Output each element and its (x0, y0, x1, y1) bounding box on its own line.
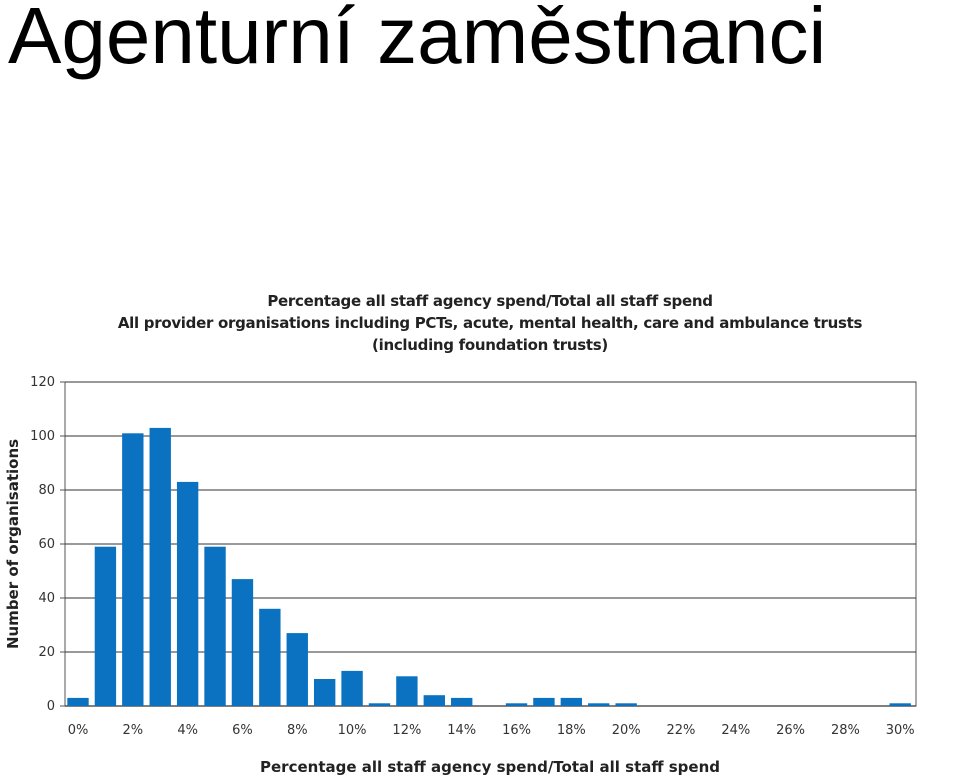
x-tick-label: 6% (232, 723, 253, 738)
bar (259, 608, 281, 706)
x-tick-label: 14% (447, 723, 476, 738)
x-tick-label: 8% (287, 723, 308, 738)
bar (231, 579, 254, 706)
slide-title: Agenturní zaměstnanci (8, 0, 827, 80)
bar (341, 670, 363, 706)
x-tick-label: 10% (338, 723, 367, 738)
bar (615, 703, 637, 706)
x-tick-label: 30% (886, 723, 915, 738)
bar (505, 703, 528, 706)
y-tick-label: 100 (30, 429, 55, 444)
x-tick-label: 24% (721, 723, 750, 738)
bar (889, 703, 911, 706)
x-tick-label: 2% (123, 723, 144, 738)
y-tick-label: 20 (38, 645, 55, 660)
y-tick-label: 60 (38, 537, 55, 552)
bar (313, 679, 336, 706)
chart-title-line-2: All provider organisations including PCT… (117, 314, 863, 332)
x-tick-label: 20% (612, 723, 641, 738)
x-tick-label: 26% (776, 723, 805, 738)
chart-title-line-3: (including foundation trusts) (372, 336, 608, 354)
x-tick-label: 18% (557, 723, 586, 738)
bar (67, 697, 89, 706)
bar (94, 546, 117, 706)
bar (588, 703, 610, 706)
bar (423, 695, 445, 706)
y-tick-label: 0 (47, 699, 55, 714)
bar (122, 433, 144, 706)
y-tick-label: 80 (38, 483, 55, 498)
x-tick-label: 12% (392, 723, 421, 738)
x-tick-label: 4% (177, 723, 198, 738)
x-tick-label: 22% (667, 723, 696, 738)
x-tick-label: 16% (502, 723, 531, 738)
bar (176, 481, 199, 706)
bar (204, 546, 226, 706)
chart-title-line-1: Percentage all staff agency spend/Total … (267, 292, 713, 310)
x-tick-label: 28% (831, 723, 860, 738)
y-tick-label: 40 (38, 591, 55, 606)
x-tick-label: 0% (68, 723, 89, 738)
bar (368, 703, 391, 706)
bar (451, 697, 473, 706)
bar (560, 697, 583, 706)
y-axis-label: Number of organisations (4, 439, 22, 649)
bar (286, 633, 308, 706)
x-axis-label: Percentage all staff agency spend/Total … (260, 758, 720, 776)
bar (533, 697, 555, 706)
y-tick-label: 120 (30, 375, 55, 390)
bar (396, 676, 418, 706)
bar (149, 427, 171, 706)
